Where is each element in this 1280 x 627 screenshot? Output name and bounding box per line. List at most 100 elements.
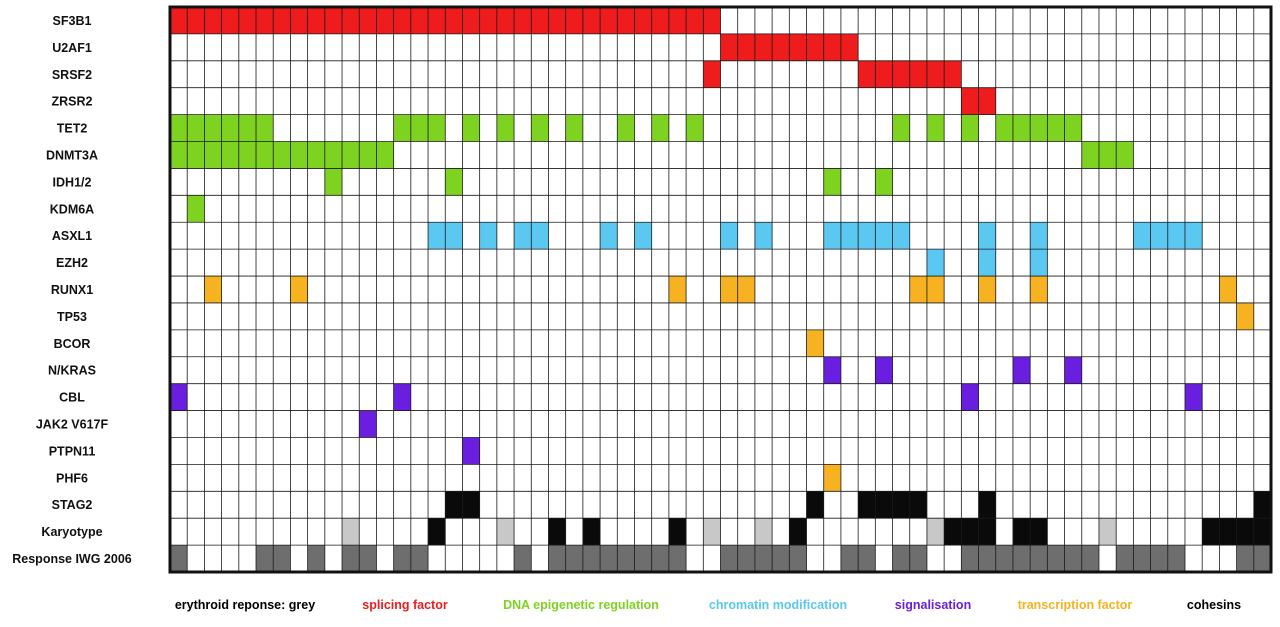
response-grey-cell bbox=[668, 545, 687, 572]
mutation-cell bbox=[858, 491, 876, 519]
mutation-cell bbox=[238, 114, 257, 142]
mutation-cell bbox=[926, 249, 945, 277]
mutation-cell bbox=[238, 141, 257, 169]
response-grey-cell bbox=[600, 545, 618, 572]
mutation-cell bbox=[926, 114, 945, 142]
mutation-cell bbox=[1030, 249, 1048, 277]
mutation-cell bbox=[324, 7, 343, 34]
response-grey-cell bbox=[359, 545, 377, 572]
mutation-cell bbox=[754, 33, 773, 61]
mutation-cell bbox=[651, 114, 669, 142]
response-grey-cell bbox=[273, 545, 291, 572]
grid-lines bbox=[170, 7, 1271, 572]
response-grey-cell bbox=[548, 545, 566, 572]
response-grey-cell bbox=[1253, 545, 1271, 572]
row-label: ZRSR2 bbox=[52, 95, 93, 109]
mutation-cell bbox=[273, 7, 291, 34]
mutation-cell bbox=[978, 249, 996, 277]
mutation-cell bbox=[892, 491, 910, 519]
mutation-cell bbox=[823, 33, 841, 61]
mutation-cell bbox=[428, 7, 446, 34]
mutation-cell bbox=[720, 276, 738, 303]
mutation-cell bbox=[256, 7, 274, 34]
mutation-cell bbox=[858, 60, 876, 88]
mutation-cell bbox=[514, 222, 532, 250]
karyotype-light-cell bbox=[703, 518, 721, 546]
karyotype-abnormal-cell bbox=[1012, 518, 1031, 546]
mutation-cell bbox=[1184, 383, 1203, 411]
karyotype-abnormal-cell bbox=[789, 518, 807, 546]
karyotype-abnormal-cell bbox=[1253, 518, 1271, 546]
response-grey-cell bbox=[995, 545, 1013, 572]
response-grey-cell bbox=[651, 545, 669, 572]
mutation-cell bbox=[978, 276, 996, 303]
mutation-cell bbox=[1236, 302, 1254, 330]
mutation-cell bbox=[238, 7, 257, 34]
karyotype-abnormal-cell bbox=[961, 518, 979, 546]
mutation-cell bbox=[634, 7, 652, 34]
response-grey-cell bbox=[565, 545, 583, 572]
mutation-cell bbox=[875, 491, 893, 519]
response-grey-cell bbox=[737, 545, 755, 572]
mutation-cell bbox=[565, 114, 583, 142]
mutation-cell bbox=[875, 222, 893, 250]
mutation-cell bbox=[324, 168, 343, 196]
mutation-cell bbox=[944, 60, 962, 88]
mutation-cell bbox=[1012, 114, 1031, 142]
mutation-cell bbox=[376, 141, 394, 169]
mutation-cell bbox=[531, 114, 549, 142]
response-grey-cell bbox=[170, 545, 188, 572]
mutation-cell bbox=[978, 222, 996, 250]
mutation-cell bbox=[1030, 276, 1048, 303]
mutation-cell bbox=[290, 7, 308, 34]
row-label: JAK2 V617F bbox=[36, 418, 109, 432]
mutation-cell bbox=[307, 141, 325, 169]
mutation-cell bbox=[342, 141, 360, 169]
mutation-cell bbox=[720, 33, 738, 61]
karyotype-abnormal-cell bbox=[1202, 518, 1220, 546]
mutation-cell bbox=[479, 222, 497, 250]
mutation-cell bbox=[324, 141, 343, 169]
response-grey-cell bbox=[858, 545, 876, 572]
mutation-cell bbox=[1064, 356, 1082, 384]
mutation-cell bbox=[462, 437, 480, 465]
mutation-cell bbox=[823, 168, 841, 196]
response-grey-cell bbox=[978, 545, 996, 572]
response-grey-cell bbox=[720, 545, 738, 572]
legend-item: transcription factor bbox=[1018, 598, 1133, 612]
mutation-cell bbox=[256, 114, 274, 142]
mutation-cell bbox=[806, 33, 824, 61]
mutation-cell bbox=[600, 7, 618, 34]
response-grey-cell bbox=[1030, 545, 1048, 572]
row-label: KDM6A bbox=[50, 202, 94, 216]
mutation-cell bbox=[187, 141, 205, 169]
mutation-cell bbox=[531, 7, 549, 34]
mutation-cell bbox=[548, 7, 566, 34]
mutation-cell bbox=[445, 491, 463, 519]
row-label: PTPN11 bbox=[49, 444, 96, 458]
mutation-cell bbox=[892, 222, 910, 250]
mutation-cell bbox=[221, 141, 239, 169]
response-grey-cell bbox=[772, 545, 790, 572]
mutation-cell bbox=[187, 195, 205, 223]
response-grey-cell bbox=[342, 545, 360, 572]
mutation-cell bbox=[359, 7, 377, 34]
mutation-cell bbox=[737, 276, 755, 303]
mutation-cell bbox=[840, 222, 859, 250]
mutation-cell bbox=[926, 276, 945, 303]
mutation-cell bbox=[393, 383, 411, 411]
row-label: N/KRAS bbox=[48, 364, 96, 378]
row-label: BCOR bbox=[54, 337, 91, 351]
mutation-cell bbox=[410, 114, 429, 142]
response-grey-cell bbox=[840, 545, 859, 572]
mutation-cell bbox=[273, 141, 291, 169]
mutation-cell bbox=[1098, 141, 1117, 169]
mutation-cell bbox=[462, 114, 480, 142]
mutation-cell bbox=[204, 7, 222, 34]
response-grey-cell bbox=[1150, 545, 1168, 572]
mutation-cell bbox=[995, 114, 1013, 142]
row-label: CBL bbox=[59, 391, 85, 405]
mutation-cell bbox=[840, 33, 859, 61]
mutation-cell bbox=[720, 222, 738, 250]
